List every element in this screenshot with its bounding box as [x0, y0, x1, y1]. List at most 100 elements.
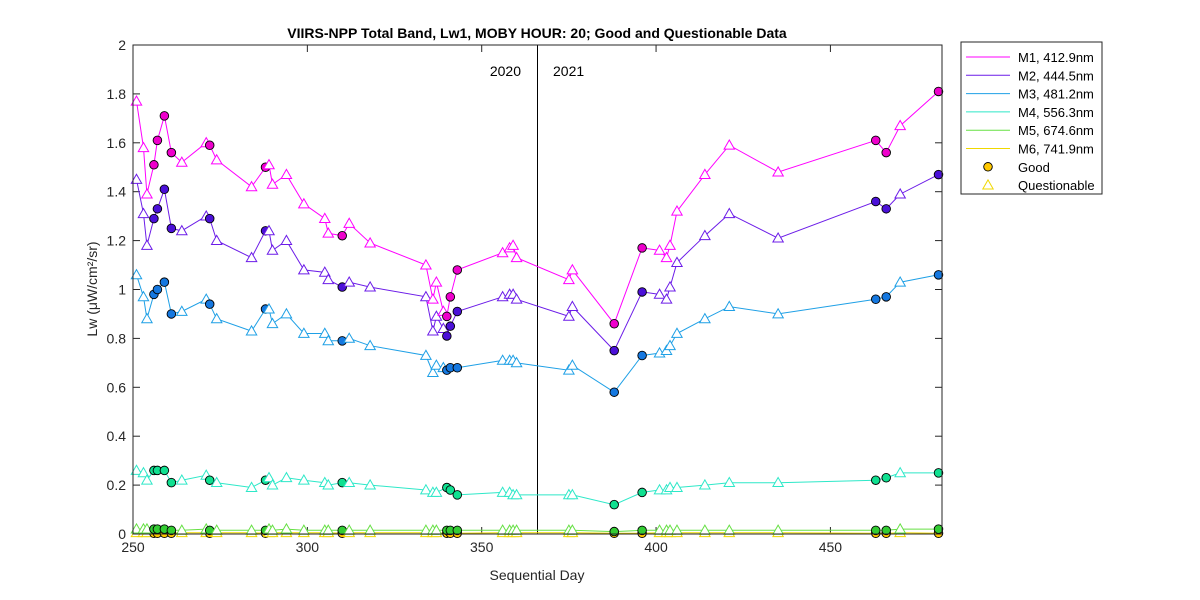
questionable-point — [566, 359, 579, 370]
good-point — [881, 204, 891, 214]
questionable-point — [510, 356, 523, 368]
questionable-point — [663, 339, 677, 351]
questionable-point — [137, 141, 150, 153]
questionable-point — [507, 239, 520, 250]
legend-questionable-marker — [981, 178, 995, 190]
questionable-point — [894, 187, 907, 199]
questionable-point — [266, 244, 279, 255]
good-point — [933, 524, 944, 534]
plot-border — [132, 44, 943, 535]
series-m3 — [130, 268, 944, 397]
questionable-point — [280, 522, 293, 534]
good-point — [609, 499, 619, 510]
questionable-point — [723, 207, 736, 219]
questionable-point — [426, 324, 439, 336]
questionable-point — [430, 486, 443, 497]
series-m4 — [130, 464, 944, 510]
good-point — [452, 306, 463, 317]
y-tick-label: 0.2 — [107, 477, 127, 493]
legend-entry: M4, 556.3nm — [1018, 105, 1094, 120]
questionable-point — [175, 305, 188, 316]
x-tick-label: 450 — [819, 539, 843, 555]
questionable-point — [280, 307, 293, 319]
questionable-point — [660, 293, 673, 304]
good-point — [159, 184, 170, 195]
series-m5 — [130, 522, 944, 537]
legend-entry: M1, 412.9nm — [1018, 50, 1094, 65]
good-point — [609, 318, 619, 329]
good-point — [637, 350, 647, 361]
legend: M1, 412.9nm M2, 444.5nm M3, 481.2nm M4, 556… — [960, 41, 1103, 195]
good-point — [870, 475, 881, 485]
series-line-m6 — [136, 532, 939, 534]
questionable-point — [562, 310, 575, 321]
good-point — [204, 140, 215, 150]
good-point — [159, 111, 170, 121]
questionable-point — [318, 212, 331, 223]
good-point — [870, 294, 881, 305]
questionable-point — [210, 476, 223, 488]
questionable-point — [318, 266, 331, 277]
y-tick-label: 2 — [118, 37, 126, 53]
questionable-point — [894, 522, 907, 534]
good-point — [166, 223, 177, 234]
questionable-point — [419, 483, 432, 495]
questionable-point — [297, 197, 310, 209]
good-point — [452, 525, 463, 536]
good-point — [442, 311, 452, 322]
legend-entry: M3, 481.2nm — [1018, 87, 1094, 102]
questionable-point — [653, 244, 666, 255]
questionable-point — [364, 339, 377, 351]
questionable-point — [210, 234, 223, 245]
year-label-2021: 2021 — [553, 63, 584, 79]
good-point — [149, 213, 159, 224]
year-label-2020: 2020 — [490, 63, 521, 79]
legend-good-marker — [983, 162, 993, 172]
questionable-point — [137, 466, 150, 478]
good-point — [159, 277, 170, 287]
x-axis-label: Sequential Day — [490, 567, 585, 583]
good-point — [452, 362, 463, 373]
questionable-point — [140, 312, 154, 324]
questionable-point — [698, 312, 711, 324]
questionable-point — [510, 488, 523, 500]
questionable-point — [894, 466, 907, 478]
questionable-point — [772, 231, 785, 243]
questionable-point — [322, 273, 335, 285]
questionable-point — [419, 349, 432, 360]
good-point — [609, 526, 619, 537]
questionable-point — [772, 476, 785, 488]
x-tick-label: 400 — [644, 539, 668, 555]
y-tick-label: 1.2 — [107, 233, 127, 249]
questionable-point — [266, 478, 279, 490]
chart-title: VIIRS-NPP Total Band, Lw1, MOBY HOUR: 20… — [287, 25, 787, 41]
y-tick-label: 0.8 — [107, 330, 127, 346]
questionable-point — [566, 263, 579, 275]
questionable-point — [426, 293, 439, 304]
questionable-point — [772, 165, 785, 177]
questionable-point — [723, 300, 736, 312]
good-point — [442, 331, 452, 341]
questionable-point — [510, 251, 523, 263]
good-point — [204, 475, 215, 485]
series-group — [130, 86, 944, 539]
questionable-point — [140, 474, 154, 485]
questionable-point — [140, 187, 154, 199]
questionable-point — [419, 258, 432, 270]
questionable-point — [262, 224, 276, 236]
good-point — [933, 468, 944, 478]
questionable-point — [566, 300, 579, 312]
questionable-point — [322, 334, 335, 346]
good-point — [452, 490, 463, 500]
good-point — [870, 135, 881, 146]
axis-ticks: 250 300 350 400 450 0 0.2 0.4 0.6 0.8 1 1.2 1.4 1.6 1.… — [107, 37, 942, 555]
questionable-point — [262, 471, 276, 483]
good-point — [637, 487, 647, 498]
questionable-point — [130, 173, 143, 184]
questionable-point — [566, 488, 579, 500]
series-m2 — [130, 169, 944, 356]
good-point — [881, 473, 891, 483]
questionable-point — [130, 464, 143, 475]
questionable-point — [280, 234, 293, 245]
y-axis-label: Lw (μW/cm²/sr) — [84, 241, 100, 336]
